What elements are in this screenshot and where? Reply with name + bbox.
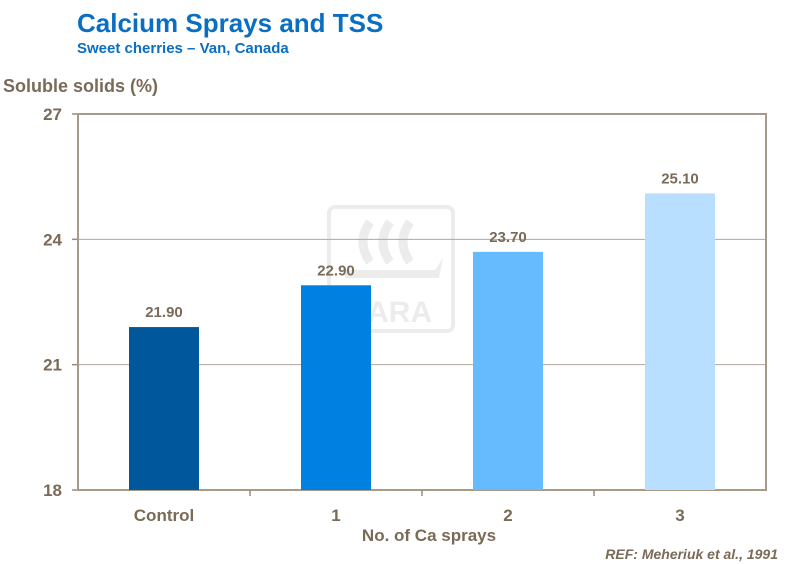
data-label: 25.10 (661, 170, 699, 187)
data-label: 23.70 (489, 229, 527, 246)
x-tick-label: 1 (331, 506, 340, 525)
x-tick-label: 2 (503, 506, 512, 525)
bar (129, 327, 199, 490)
reference-note: REF: Meheriuk et al., 1991 (605, 546, 778, 562)
y-tick-label: 24 (43, 230, 62, 249)
bar (301, 285, 371, 490)
y-tick-label: 18 (43, 481, 62, 500)
y-tick-label: 27 (43, 105, 62, 124)
chart-subtitle: Sweet cherries – Van, Canada (77, 40, 289, 57)
bar (473, 251, 543, 490)
y-tick-label: 21 (43, 356, 62, 375)
bar (645, 193, 715, 490)
x-tick-label: Control (134, 506, 194, 525)
data-label: 22.90 (317, 262, 355, 279)
data-label: 21.90 (145, 304, 183, 321)
chart-title: Calcium Sprays and TSS (77, 8, 384, 38)
y-axis-label: Soluble solids (%) (3, 76, 159, 96)
x-axis-label: No. of Ca sprays (361, 526, 497, 545)
x-tick-label: 3 (675, 506, 684, 525)
